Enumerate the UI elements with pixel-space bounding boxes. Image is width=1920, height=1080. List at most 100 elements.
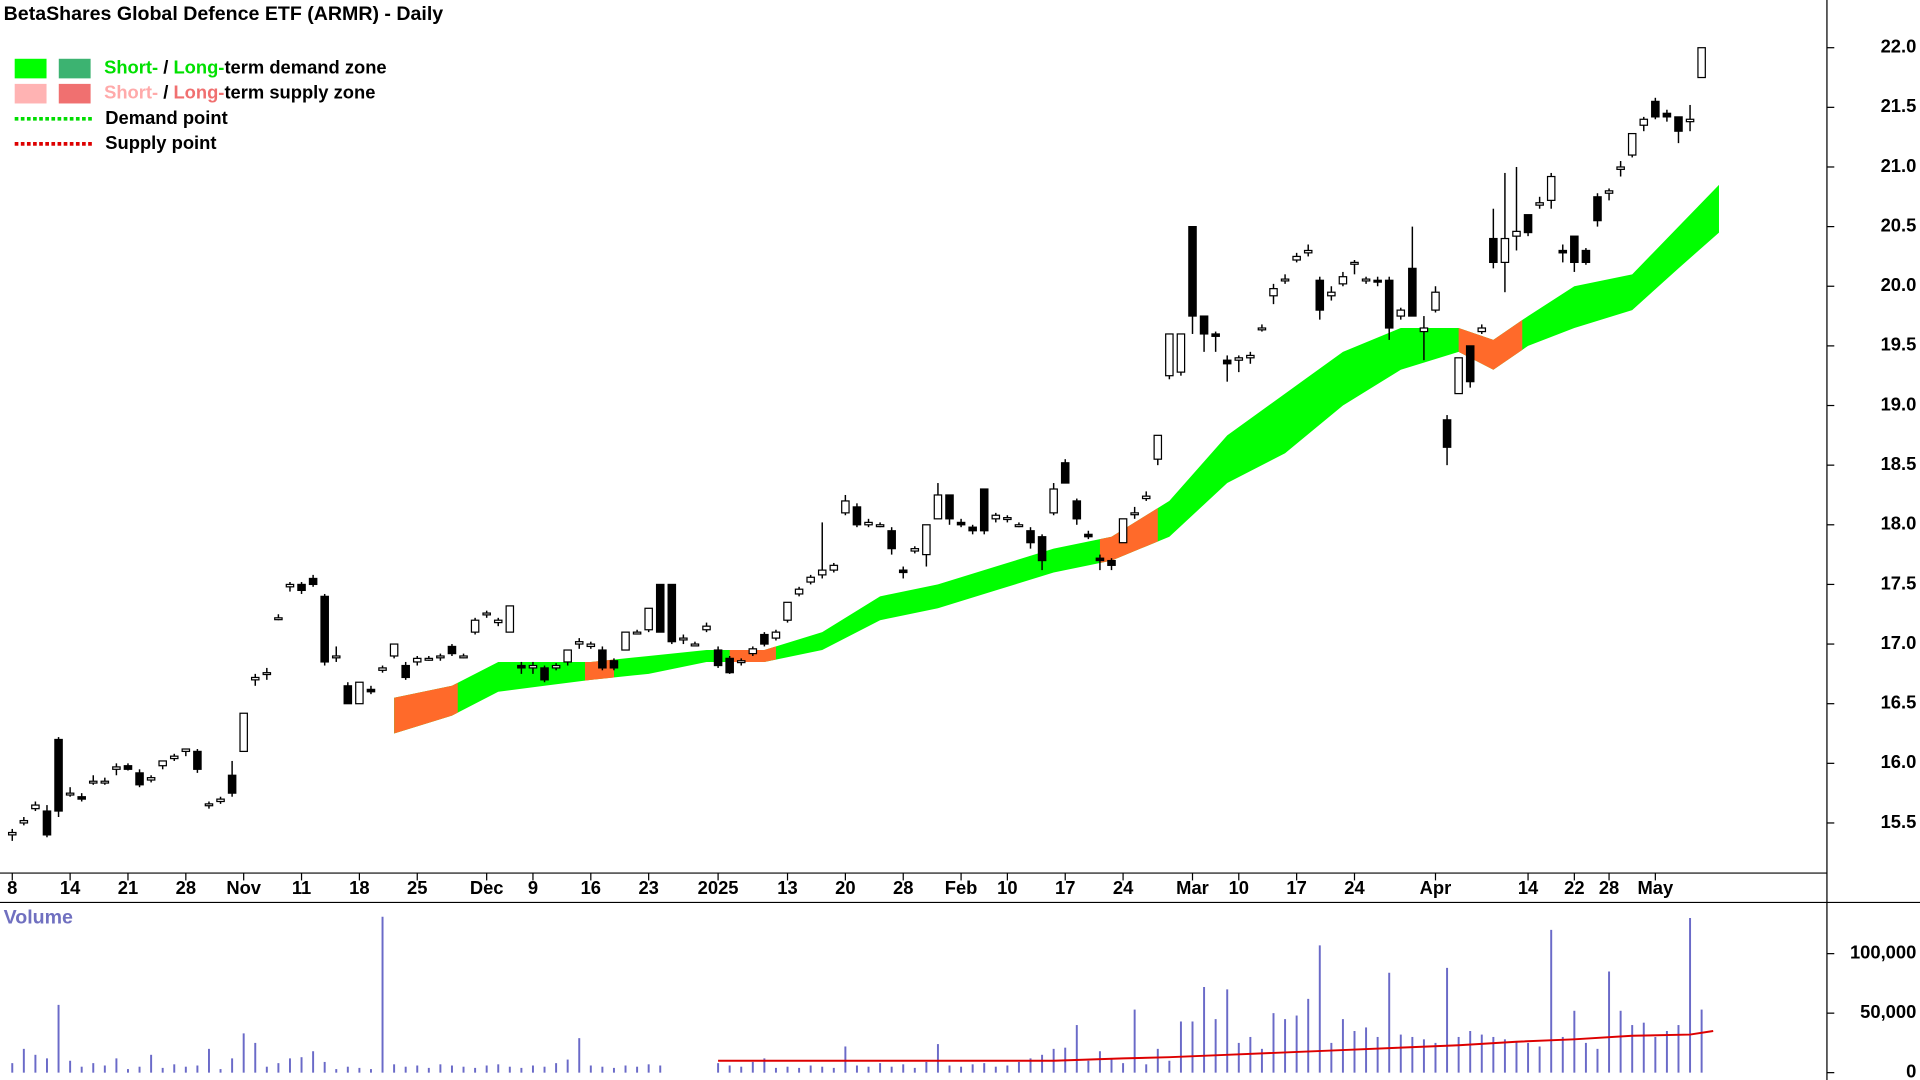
y-tick-label: 18.0 — [1881, 513, 1917, 534]
candle-body — [1153, 434, 1163, 460]
candle-body — [1651, 100, 1660, 118]
candle-body — [771, 631, 781, 639]
candle-body — [748, 648, 758, 655]
y-tick-label: 21.0 — [1881, 155, 1917, 176]
candle-body — [100, 780, 110, 784]
x-tick-label: 2025 — [698, 877, 739, 898]
candle-body — [829, 564, 839, 571]
candle-body — [250, 676, 260, 681]
candle-body — [459, 655, 468, 659]
legend-part: / — [158, 56, 173, 77]
y-tick-label: 20.5 — [1881, 214, 1917, 235]
legend-label: Demand point — [105, 107, 227, 128]
candle-body — [54, 738, 63, 812]
x-tick-label: 21 — [118, 877, 138, 898]
candle-body — [1627, 132, 1637, 156]
y-tick-label: 18.5 — [1881, 453, 1917, 474]
legend-label: Short- / Long-term supply zone — [104, 82, 375, 103]
candle-body — [1604, 190, 1614, 194]
x-tick-label: May — [1637, 877, 1674, 898]
candle-body — [493, 619, 503, 624]
candle-body — [1315, 279, 1325, 311]
candle-body — [956, 521, 966, 526]
candle-body — [574, 641, 584, 645]
candle-body — [1558, 249, 1568, 254]
legend-swatch — [14, 83, 47, 104]
candle-body — [1489, 237, 1498, 264]
legend-part: Long- — [173, 82, 224, 103]
candle-body — [1477, 327, 1487, 333]
candle-body — [598, 649, 607, 669]
candle-body — [1685, 118, 1695, 123]
candle-body — [1454, 357, 1463, 395]
candle-body — [540, 667, 549, 681]
y-tick-label: 17.0 — [1881, 632, 1917, 653]
legend-part: Supply point — [105, 132, 216, 153]
x-tick-label: Feb — [945, 877, 978, 898]
volume-y-tick-label: 50,000 — [1860, 1001, 1916, 1022]
candle-body — [864, 521, 873, 526]
candle-body — [204, 803, 214, 807]
volume-title: Volume — [4, 907, 73, 929]
candle-body — [528, 664, 538, 669]
demand-zone — [394, 184, 1719, 734]
volume-y-tick-label: 100,000 — [1850, 941, 1916, 962]
legend-part: Demand point — [105, 107, 227, 128]
candle-body — [1350, 261, 1359, 265]
candle-body — [285, 583, 295, 588]
candle-body — [1546, 175, 1556, 201]
candle-body — [852, 506, 862, 526]
chart-title: BetaShares Global Defence ETF (ARMR) - D… — [4, 3, 444, 25]
candle-body — [1570, 235, 1579, 264]
candle-body — [158, 760, 167, 767]
candle-body — [817, 569, 827, 576]
x-tick-label: 24 — [1344, 877, 1365, 898]
candle-body — [1442, 419, 1452, 448]
candle-body — [1165, 333, 1174, 377]
legend-part: / — [158, 82, 173, 103]
supply-zone — [394, 682, 458, 734]
candle-body — [77, 796, 86, 800]
candle-body — [482, 612, 491, 616]
candle-body — [644, 607, 653, 631]
candle-body — [760, 633, 769, 645]
y-tick-label: 22.0 — [1881, 36, 1917, 57]
candle-body — [1581, 249, 1591, 264]
candle-body — [621, 631, 630, 651]
candle-body — [424, 657, 434, 661]
candle-body — [702, 625, 711, 631]
candle-body — [7, 831, 17, 836]
candle-body — [366, 688, 376, 693]
legend-swatch — [58, 58, 91, 79]
x-tick-label: 9 — [528, 877, 538, 898]
candle-body — [401, 664, 410, 679]
candle-body — [1199, 315, 1209, 335]
candle-body — [1419, 327, 1429, 333]
x-tick-label: 14 — [60, 877, 81, 898]
candle-body — [65, 792, 75, 796]
legend-part: Long- — [173, 56, 224, 77]
candle-body — [169, 755, 179, 760]
candle-body — [794, 588, 804, 595]
candle-body — [447, 645, 457, 655]
candle-body — [262, 672, 272, 676]
candle-body — [1535, 202, 1544, 206]
y-tick-label: 17.5 — [1881, 572, 1917, 593]
candle-body — [297, 583, 306, 592]
legend-part: Short- — [104, 82, 158, 103]
candle-body — [343, 685, 353, 705]
candle-body — [725, 657, 734, 674]
candle-body — [112, 766, 121, 770]
x-tick-label: 17 — [1286, 877, 1306, 898]
candle-body — [1465, 345, 1475, 383]
candle-body — [505, 605, 515, 633]
candle-body — [274, 617, 283, 621]
candle-body — [1431, 291, 1440, 311]
candle-body — [227, 774, 237, 794]
legend-part: term demand zone — [224, 56, 386, 77]
candle-body — [1697, 47, 1706, 79]
candle-body — [898, 569, 908, 574]
candle-body — [586, 643, 596, 648]
candle-body — [355, 681, 364, 705]
